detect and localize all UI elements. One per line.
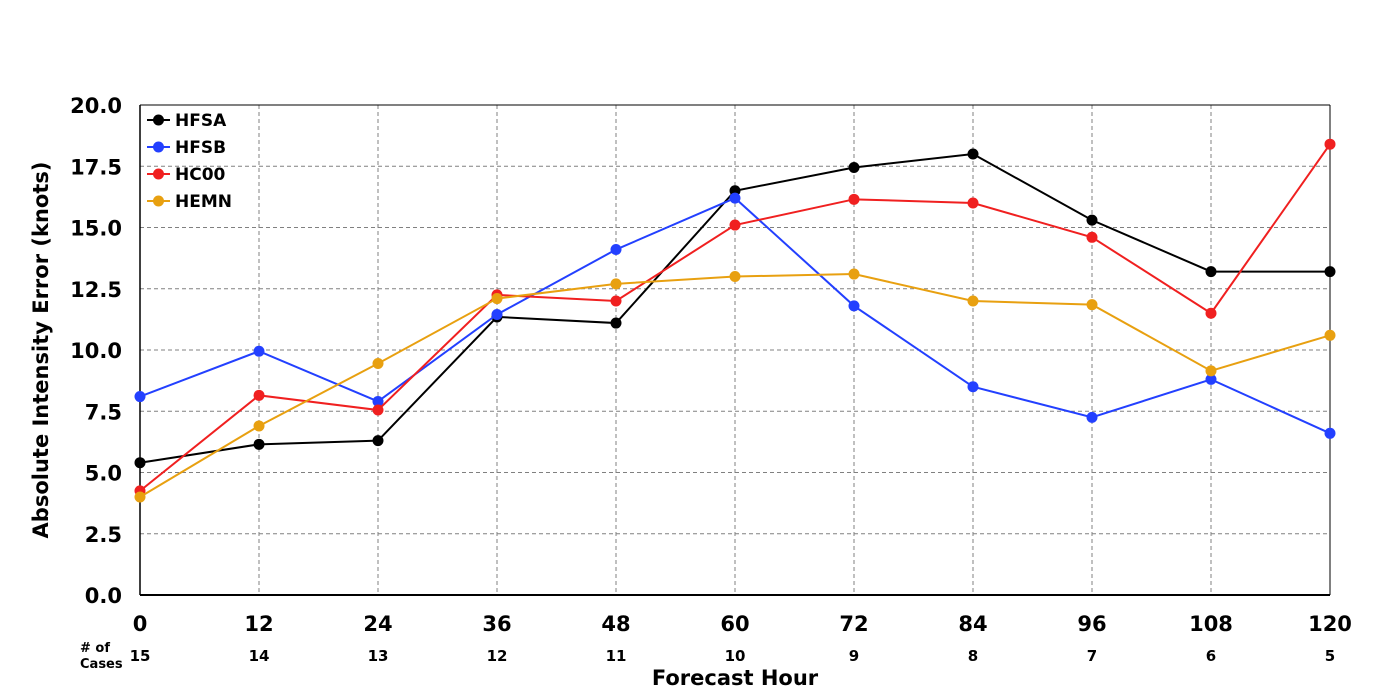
case-count: 12 (487, 647, 508, 665)
data-point-hemn (729, 271, 741, 282)
data-point-hfsa (1205, 266, 1217, 278)
legend-marker-hemn (153, 195, 164, 207)
data-point-hc00 (1205, 307, 1217, 319)
data-point-hc00 (967, 197, 979, 209)
x-tick-label: 24 (363, 612, 392, 636)
data-point-hfsb (1086, 411, 1098, 423)
data-point-hemn (610, 278, 622, 290)
case-counts: 15 14 13 12 11 10 9 8 7 6 5 (130, 647, 1336, 665)
data-point-hc00 (729, 219, 741, 231)
data-point-hemn (1086, 299, 1098, 311)
case-count: 6 (1206, 647, 1216, 665)
data-point-hfsb (134, 391, 146, 403)
data-point-hc00 (253, 389, 265, 401)
y-tick-label: 0.0 (85, 584, 122, 608)
data-point-hfsa (1086, 214, 1098, 226)
data-point-hc00 (848, 193, 860, 205)
data-point-hfsa (1324, 266, 1336, 278)
grid-lines (140, 104, 1330, 595)
y-tick-label: 12.5 (70, 278, 122, 302)
data-point-hemn (253, 420, 265, 432)
data-point-hfsb (1324, 427, 1336, 439)
case-count: 14 (249, 647, 270, 665)
legend-label-hemn: HEMN (175, 192, 232, 212)
data-point-hemn (134, 491, 146, 503)
data-point-hemn (1205, 365, 1217, 377)
legend-marker-hc00 (153, 168, 164, 180)
legend-label-hfsa: HFSA (175, 111, 227, 131)
legend-marker-hfsb (153, 141, 164, 153)
data-point-hfsb (610, 244, 622, 256)
data-point-hfsa (134, 457, 146, 469)
x-tick-label: 84 (958, 612, 987, 636)
data-point-hfsb (848, 300, 860, 312)
data-point-hemn (491, 293, 503, 305)
data-point-hc00 (610, 295, 622, 307)
legend-entry-hc00: HC00 (147, 165, 226, 185)
legend-entry-hfsa: HFSA (147, 111, 227, 131)
data-point-hc00 (1324, 138, 1336, 150)
x-tick-label: 0 (133, 612, 148, 636)
cases-label-line1: # of (80, 641, 110, 656)
axes (139, 104, 1331, 596)
y-tick-label: 10.0 (70, 339, 122, 363)
data-point-hemn (372, 357, 384, 369)
series-hemn (134, 268, 1336, 503)
data-point-hfsa (372, 435, 384, 447)
y-axis-title: Absolute Intensity Error (knots) (29, 162, 53, 539)
data-point-hfsa (848, 161, 860, 173)
data-point-hfsb (491, 308, 503, 320)
y-tick-label: 2.5 (85, 523, 122, 547)
legend-marker-hfsa (153, 114, 164, 126)
x-tick-label: 108 (1189, 612, 1233, 636)
case-count: 5 (1325, 647, 1335, 665)
legend-label-hc00: HC00 (175, 165, 226, 185)
case-count: 8 (968, 647, 978, 665)
y-tick-label: 17.5 (70, 155, 122, 179)
data-point-hfsa (967, 148, 979, 160)
y-tick-label: 15.0 (70, 217, 122, 241)
legend-entry-hfsb: HFSB (147, 138, 226, 158)
data-point-hc00 (1086, 231, 1098, 243)
legend: HFSA HFSB HC00 HEMN (147, 111, 232, 212)
x-tick-label: 72 (839, 612, 868, 636)
data-point-hfsb (1205, 373, 1217, 385)
cases-label-line2: Cases (80, 657, 123, 672)
y-tick-label: 5.0 (85, 462, 122, 486)
x-tick-label: 120 (1308, 612, 1352, 636)
case-count: 13 (368, 647, 389, 665)
case-count: 10 (725, 647, 746, 665)
data-point-hfsa (610, 317, 622, 329)
tick-labels: 0.0 2.5 5.0 7.5 10.0 12.5 15.0 17.5 20.0 0 12 24 36 4… (70, 94, 1352, 636)
legend-entry-hemn: HEMN (147, 192, 232, 212)
data-point-hfsb (253, 345, 265, 357)
case-count: 7 (1087, 647, 1097, 665)
data-point-hc00 (372, 404, 384, 416)
legend-label-hfsb: HFSB (175, 138, 226, 158)
data-point-hemn (848, 268, 860, 280)
data-point-hfsb (729, 192, 741, 204)
series-lines (134, 138, 1336, 503)
data-point-hemn (1324, 329, 1336, 341)
case-count: 9 (849, 647, 859, 665)
x-tick-label: 12 (244, 612, 273, 636)
x-tick-label: 96 (1077, 612, 1106, 636)
case-count: 15 (130, 647, 151, 665)
data-point-hfsb (372, 395, 384, 407)
x-tick-label: 48 (601, 612, 630, 636)
case-count: 11 (606, 647, 627, 665)
x-tick-label: 60 (720, 612, 749, 636)
y-tick-label: 20.0 (70, 94, 122, 118)
x-tick-label: 36 (482, 612, 511, 636)
y-tick-label: 7.5 (85, 400, 122, 424)
data-point-hfsb (967, 381, 979, 393)
data-point-hemn (967, 295, 979, 307)
x-axis-title: Forecast Hour (652, 666, 819, 690)
data-point-hfsa (253, 438, 265, 450)
